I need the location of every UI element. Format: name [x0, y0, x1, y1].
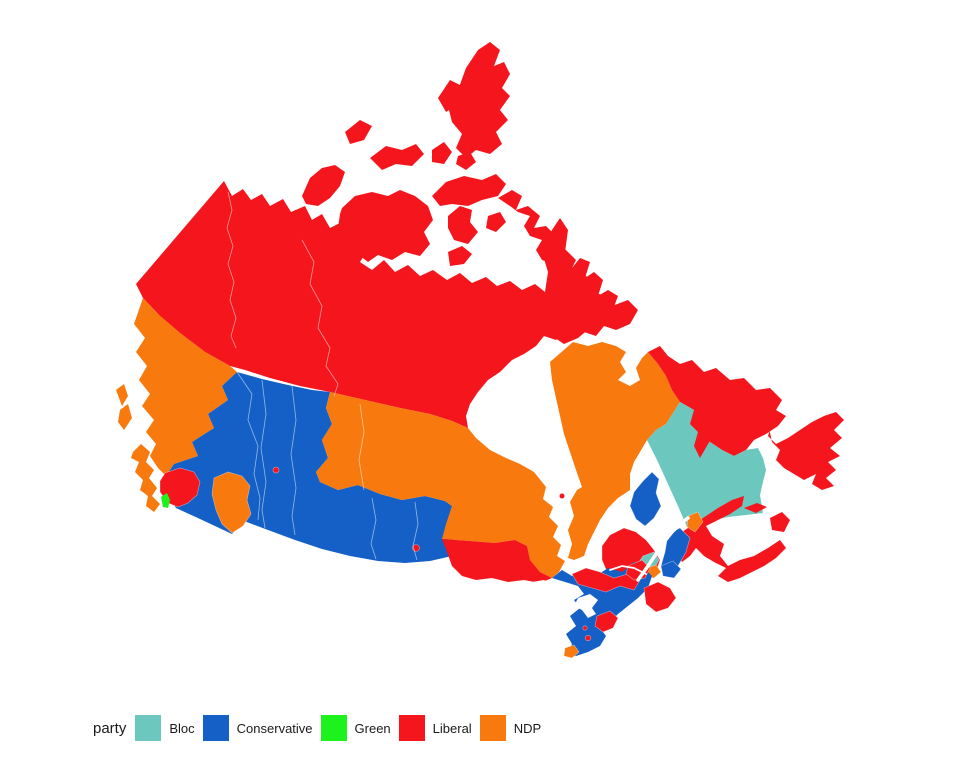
region-eastern-ontario — [643, 581, 677, 613]
legend-item-bloc: Bloc — [135, 715, 197, 741]
liberal-swatch — [398, 715, 425, 741]
liberal-label: Liberal — [432, 720, 472, 736]
ottawa-river — [609, 565, 647, 575]
region-kitchener-seat — [582, 625, 588, 631]
region-monteregie-seat — [660, 560, 682, 579]
legend-item-liberal: Liberal — [398, 715, 475, 741]
region-northern-quebec — [550, 342, 680, 560]
region-windsor-seat — [563, 644, 580, 659]
district-line-sask — [370, 497, 377, 560]
bc-alberta-border-line — [236, 371, 261, 521]
legend-item-ndp: NDP — [479, 715, 544, 741]
yukon-nwt-border-line — [226, 191, 237, 349]
green-label: Green — [354, 720, 391, 736]
region-bc-interior-south — [211, 471, 252, 534]
region-toronto-area — [594, 610, 619, 633]
region-vancouver-island — [131, 444, 160, 512]
conservative-label: Conservative — [236, 720, 313, 736]
legend-title: party — [93, 719, 127, 737]
ndp-swatch — [479, 715, 506, 741]
region-northwest-ontario — [442, 539, 552, 583]
legend: party Bloc Conservative Green Liberal ND… — [93, 711, 549, 745]
conservative-swatch — [202, 715, 229, 741]
district-line-alberta-1 — [260, 379, 267, 529]
legend-item-conservative: Conservative — [202, 715, 316, 741]
region-victoria-seat — [161, 493, 170, 508]
region-sudbury-band — [571, 567, 641, 593]
st-lawrence-river — [636, 516, 690, 582]
green-swatch — [320, 715, 347, 741]
region-quebec-city-north — [629, 471, 662, 527]
legend-item-green: Green — [320, 715, 394, 741]
region-vancouver-area — [159, 467, 201, 508]
region-gaspe-maritimes — [670, 496, 786, 582]
region-north-ndp-band — [316, 392, 565, 578]
region-newfoundland — [766, 412, 844, 490]
region-haida-gwaii — [116, 384, 132, 430]
region-labrador — [648, 346, 786, 456]
region-anticosti-island — [717, 474, 749, 485]
lake-superior — [428, 578, 552, 616]
region-bc-coast — [134, 298, 237, 476]
district-line-sask-north — [358, 403, 365, 491]
district-line-alberta-2 — [290, 385, 297, 536]
ndp-label: NDP — [513, 720, 542, 736]
bloc-swatch — [135, 715, 162, 741]
region-edmonton-seat — [272, 466, 280, 474]
region-london-seat — [584, 634, 592, 642]
region-akimiski-island — [559, 493, 565, 499]
region-prince-edward-island — [744, 503, 767, 513]
region-south-shore-ndp-seat — [686, 511, 704, 533]
region-territories — [136, 181, 618, 428]
region-cape-breton — [770, 512, 790, 532]
district-line-manitoba — [412, 501, 419, 561]
region-labrador-tongue — [690, 402, 722, 458]
nwt-nunavut-border-line — [301, 239, 339, 397]
lake-huron-georgian-bay — [574, 594, 598, 618]
bloc-label: Bloc — [169, 720, 195, 736]
region-bloc-north-shore — [647, 402, 766, 527]
region-arctic-islands — [302, 42, 638, 358]
